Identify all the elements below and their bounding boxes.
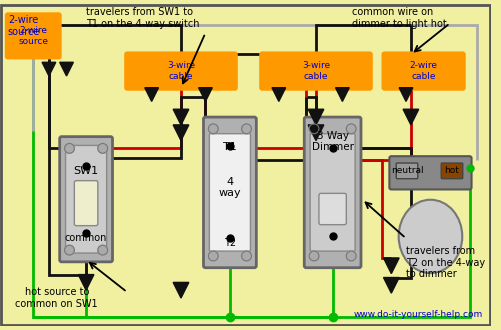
- Text: common: common: [65, 233, 107, 243]
- FancyBboxPatch shape: [74, 181, 98, 226]
- Polygon shape: [272, 88, 285, 101]
- Circle shape: [309, 124, 318, 134]
- Polygon shape: [383, 258, 398, 274]
- Polygon shape: [173, 125, 188, 141]
- Polygon shape: [398, 88, 412, 101]
- FancyBboxPatch shape: [389, 156, 470, 189]
- Circle shape: [346, 124, 355, 134]
- Text: hot: hot: [444, 166, 458, 175]
- Circle shape: [65, 144, 74, 153]
- Text: 2-wire
cable: 2-wire cable: [409, 61, 437, 81]
- Circle shape: [309, 251, 318, 261]
- Polygon shape: [78, 275, 94, 290]
- Polygon shape: [383, 278, 398, 293]
- Text: 2-wire
source: 2-wire source: [8, 15, 40, 37]
- Text: neutral: neutral: [390, 166, 422, 175]
- FancyBboxPatch shape: [318, 193, 346, 225]
- FancyBboxPatch shape: [304, 117, 360, 268]
- Text: travelers from
T2 on the 4-way
to dimmer: travelers from T2 on the 4-way to dimmer: [405, 246, 484, 280]
- Polygon shape: [402, 109, 418, 125]
- Circle shape: [241, 251, 251, 261]
- FancyBboxPatch shape: [395, 163, 417, 179]
- Text: 3-wire
cable: 3-wire cable: [167, 61, 195, 81]
- Text: T2: T2: [223, 238, 235, 248]
- FancyBboxPatch shape: [60, 137, 112, 262]
- Polygon shape: [173, 282, 188, 298]
- Text: SW1: SW1: [73, 166, 99, 176]
- FancyBboxPatch shape: [382, 52, 464, 90]
- Circle shape: [346, 251, 355, 261]
- Text: T1: T1: [222, 142, 236, 152]
- FancyBboxPatch shape: [6, 13, 61, 58]
- Circle shape: [98, 245, 107, 255]
- Text: www.do-it-yourself-help.com: www.do-it-yourself-help.com: [353, 310, 482, 318]
- FancyBboxPatch shape: [310, 134, 354, 251]
- FancyBboxPatch shape: [66, 146, 106, 253]
- FancyBboxPatch shape: [203, 117, 256, 268]
- Polygon shape: [144, 88, 158, 101]
- FancyBboxPatch shape: [209, 134, 250, 251]
- Polygon shape: [308, 125, 323, 141]
- Circle shape: [98, 144, 107, 153]
- Circle shape: [65, 245, 74, 255]
- Polygon shape: [42, 62, 56, 76]
- Circle shape: [208, 251, 218, 261]
- FancyBboxPatch shape: [440, 163, 462, 179]
- Polygon shape: [173, 109, 188, 125]
- Polygon shape: [60, 62, 73, 76]
- FancyBboxPatch shape: [125, 52, 236, 90]
- Ellipse shape: [398, 200, 461, 273]
- Text: travelers from SW1 to
T1 on the 4-way switch: travelers from SW1 to T1 on the 4-way sw…: [86, 8, 199, 29]
- Text: 4
way: 4 way: [218, 177, 241, 198]
- Circle shape: [241, 124, 251, 134]
- Text: 3-wire
cable: 3-wire cable: [301, 61, 329, 81]
- Text: hot source to
common on SW1: hot source to common on SW1: [16, 287, 98, 309]
- Circle shape: [208, 124, 218, 134]
- FancyBboxPatch shape: [260, 52, 371, 90]
- Polygon shape: [198, 88, 212, 101]
- Polygon shape: [308, 109, 323, 125]
- Polygon shape: [335, 88, 349, 101]
- Text: 3 Way
Dimmer: 3 Way Dimmer: [311, 131, 353, 152]
- Text: common wire on
dimmer to light hot: common wire on dimmer to light hot: [352, 8, 446, 29]
- Text: 2-wire
source: 2-wire source: [18, 26, 48, 46]
